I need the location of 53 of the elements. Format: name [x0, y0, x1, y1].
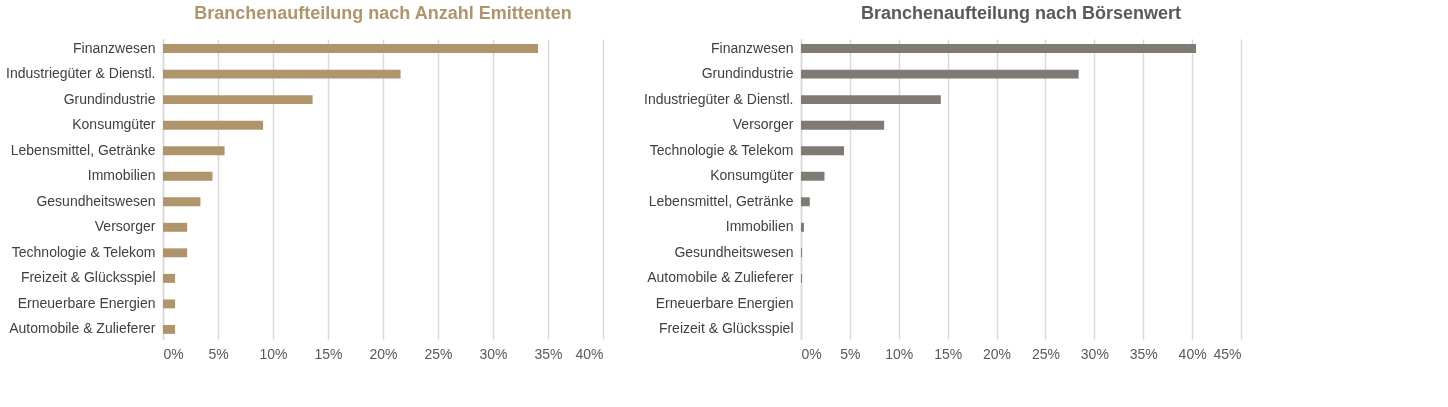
x-tick-label: 15% — [314, 345, 343, 362]
x-tick-label: 30% — [479, 345, 508, 362]
y-tick-label: Immobilien — [87, 167, 156, 184]
y-tick-label: Immobilien — [725, 218, 794, 235]
y-tick-label: Technologie & Telekom — [649, 141, 794, 158]
y-tick-label: Lebensmittel, Getränke — [10, 141, 156, 158]
x-tick-label: 40% — [575, 345, 604, 362]
y-tick-label: Finanzwesen — [73, 39, 156, 56]
bar — [801, 95, 941, 105]
chart-title: Branchenaufteilung nach Börsenwert — [860, 3, 1182, 23]
y-tick-label: Freizeit & Glücksspiel — [20, 269, 156, 286]
y-tick-label: Grundindustrie — [63, 90, 156, 107]
x-tick-label: 0% — [163, 345, 184, 362]
y-tick-label: Versorger — [732, 116, 794, 133]
x-tick-label: 10% — [885, 345, 914, 362]
y-tick-label: Automobile & Zulieferer — [647, 269, 794, 286]
y-tick-label: Finanzwesen — [711, 39, 794, 56]
x-tick-label: 25% — [424, 345, 453, 362]
y-tick-label: Industriegüter & Dienstl. — [644, 90, 794, 107]
y-tick-label: Versorger — [94, 218, 156, 235]
x-tick-label: 20% — [983, 345, 1012, 362]
bar — [801, 69, 1079, 79]
bar — [801, 171, 825, 181]
bar — [801, 120, 885, 130]
y-tick-label: Grundindustrie — [701, 65, 794, 82]
x-tick-label: 25% — [1031, 345, 1060, 362]
y-tick-label: Automobile & Zulieferer — [9, 320, 156, 337]
chart-title: Branchenaufteilung nach Anzahl Emittenten — [194, 3, 572, 23]
x-tick-label: 15% — [934, 345, 963, 362]
y-tick-label: Konsumgüter — [72, 116, 156, 133]
x-tick-label: 10% — [259, 345, 288, 362]
x-tick-label: 30% — [1080, 345, 1109, 362]
y-tick-label: Erneuerbare Energien — [655, 294, 794, 311]
x-tick-label: 5% — [208, 345, 229, 362]
x-tick-label: 20% — [369, 345, 398, 362]
x-tick-label: 0% — [801, 345, 822, 362]
x-tick-label: 40% — [1178, 345, 1207, 362]
x-tick-label: 35% — [534, 345, 563, 362]
y-tick-label: Industriegüter & Dienstl. — [6, 65, 156, 82]
bar — [801, 222, 804, 232]
y-tick-label: Konsumgüter — [710, 167, 794, 184]
x-tick-label: 45% — [1213, 345, 1242, 362]
y-tick-label: Erneuerbare Energien — [17, 294, 156, 311]
bar — [801, 146, 845, 156]
bar — [801, 197, 810, 207]
x-tick-label: 35% — [1129, 345, 1158, 362]
y-tick-label: Technologie & Telekom — [11, 243, 156, 260]
y-tick-label: Gesundheitswesen — [674, 243, 794, 260]
y-tick-label: Freizeit & Glücksspiel — [658, 320, 794, 337]
x-tick-label: 5% — [840, 345, 861, 362]
y-tick-label: Gesundheitswesen — [36, 192, 156, 209]
y-tick-label: Lebensmittel, Getränke — [648, 192, 794, 209]
bar — [801, 44, 1197, 54]
